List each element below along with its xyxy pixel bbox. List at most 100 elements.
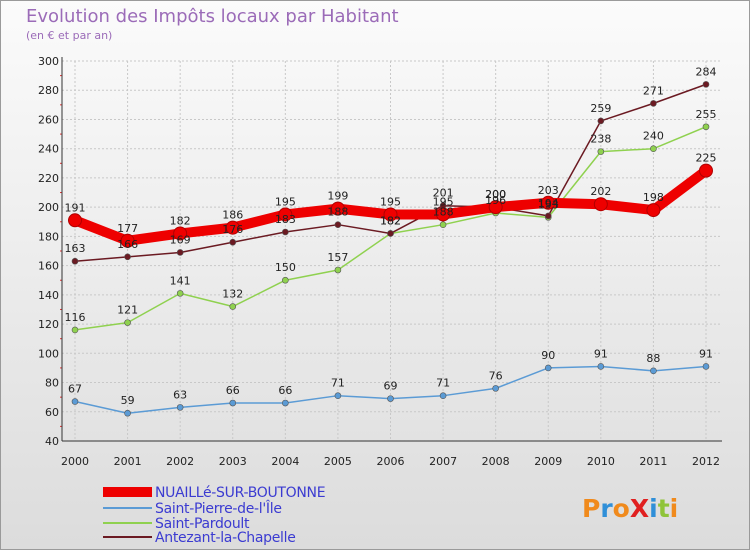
y-tick-label: 240	[38, 143, 59, 156]
data-point	[229, 303, 237, 310]
y-tick-label: 200	[38, 201, 59, 214]
data-label: 195	[275, 195, 296, 208]
x-tick-label: 2010	[587, 455, 615, 468]
data-label: 188	[327, 206, 348, 219]
data-point	[334, 392, 342, 399]
data-label: 259	[590, 102, 611, 115]
data-label: 195	[380, 195, 401, 208]
data-point	[492, 385, 499, 392]
data-point	[650, 100, 657, 107]
data-label: 91	[699, 347, 713, 360]
data-point	[699, 163, 713, 178]
data-label: 186	[222, 209, 243, 222]
data-label: 284	[696, 65, 717, 78]
data-label: 225	[696, 152, 717, 165]
x-tick-label: 2009	[534, 455, 562, 468]
data-label: 182	[380, 214, 401, 227]
data-point	[176, 404, 184, 411]
data-label: 169	[170, 233, 191, 246]
data-label: 116	[65, 311, 86, 324]
legend: NUAILLé-SUR-BOUTONNESaint-Pierre-de-l'Îl…	[103, 485, 326, 546]
data-point	[702, 81, 710, 88]
data-label: 203	[538, 184, 559, 197]
data-point	[229, 399, 237, 407]
x-tick-label: 2004	[271, 455, 299, 468]
data-label: 240	[643, 130, 664, 143]
y-tick-label: 280	[38, 84, 59, 97]
data-point	[173, 226, 188, 241]
data-label: 193	[538, 198, 559, 211]
data-point	[597, 363, 605, 370]
data-label: 66	[278, 384, 292, 397]
data-point	[387, 395, 394, 402]
series-1	[71, 363, 710, 417]
x-tick-label: 2008	[482, 455, 510, 468]
data-point	[702, 363, 710, 370]
data-point	[120, 233, 135, 248]
y-tick-label: 300	[38, 55, 59, 68]
logo-text: ProXiti	[582, 494, 678, 523]
data-label: 166	[117, 238, 138, 251]
y-tick-label: 160	[38, 260, 59, 273]
data-label: 195	[433, 195, 454, 208]
data-point	[650, 367, 657, 375]
data-point	[597, 117, 605, 125]
data-label: 202	[590, 185, 611, 198]
legend-label: NUAILLé-SUR-BOUTONNE	[155, 485, 325, 501]
data-point	[229, 238, 237, 246]
data-point	[71, 398, 79, 405]
data-label: 157	[327, 251, 348, 264]
x-tick-label: 2007	[429, 455, 457, 468]
data-point	[439, 392, 447, 399]
data-point	[282, 399, 289, 407]
data-point	[650, 145, 657, 152]
data-label: 183	[275, 213, 296, 226]
data-point	[488, 200, 503, 215]
series: 67 59 63 66 66 71 69 71 76 90 91 88 91 116 121 141 132 15…	[65, 65, 717, 417]
data-point	[282, 276, 289, 284]
data-label: 188	[433, 206, 454, 219]
data-label: 199	[327, 190, 348, 203]
data-label: 66	[226, 384, 240, 397]
legend-label: Saint-Pardoult	[155, 516, 250, 532]
data-label: 141	[170, 274, 191, 287]
chart-title: Evolution des Impôts locaux par Habitant	[26, 6, 399, 27]
x-tick-label: 2005	[324, 455, 352, 468]
data-label: 200	[485, 188, 506, 201]
x-tick-label: 2001	[114, 455, 142, 468]
data-point	[124, 319, 131, 326]
data-point	[439, 221, 447, 228]
data-label: 238	[590, 133, 611, 146]
legend-label: Saint-Pierre-de-l'Île	[155, 499, 282, 517]
data-point	[334, 221, 342, 228]
data-label: 176	[222, 223, 243, 236]
x-tick-label: 2012	[692, 455, 720, 468]
data-label: 150	[275, 261, 296, 274]
series-0	[68, 163, 713, 248]
y-tick-label: 100	[38, 347, 59, 360]
data-point	[544, 212, 552, 220]
data-label: 191	[65, 201, 86, 214]
data-label: 91	[594, 347, 608, 360]
data-point	[334, 266, 342, 274]
y-tick-label: 120	[38, 318, 59, 331]
data-label: 63	[173, 388, 187, 401]
data-label: 163	[65, 242, 86, 255]
legend-label: Antezant-la-Chapelle	[155, 530, 296, 546]
y-tick-label: 220	[38, 172, 59, 185]
data-point	[278, 207, 293, 222]
y-tick-label: 180	[38, 230, 59, 243]
data-point	[225, 220, 240, 235]
data-point	[387, 230, 394, 237]
data-label: 271	[643, 84, 664, 97]
y-tick-label: 40	[45, 435, 59, 448]
proxiti-logo: ProXiti	[582, 494, 678, 523]
data-point	[541, 195, 556, 210]
data-label: 76	[489, 369, 503, 382]
axes: 40 60 80 100 120 140 160 180 200 220 240 260 280 300 2…	[38, 55, 722, 468]
data-point	[646, 203, 661, 218]
data-point	[176, 290, 184, 297]
data-point	[383, 207, 398, 222]
data-label: 132	[222, 288, 243, 301]
